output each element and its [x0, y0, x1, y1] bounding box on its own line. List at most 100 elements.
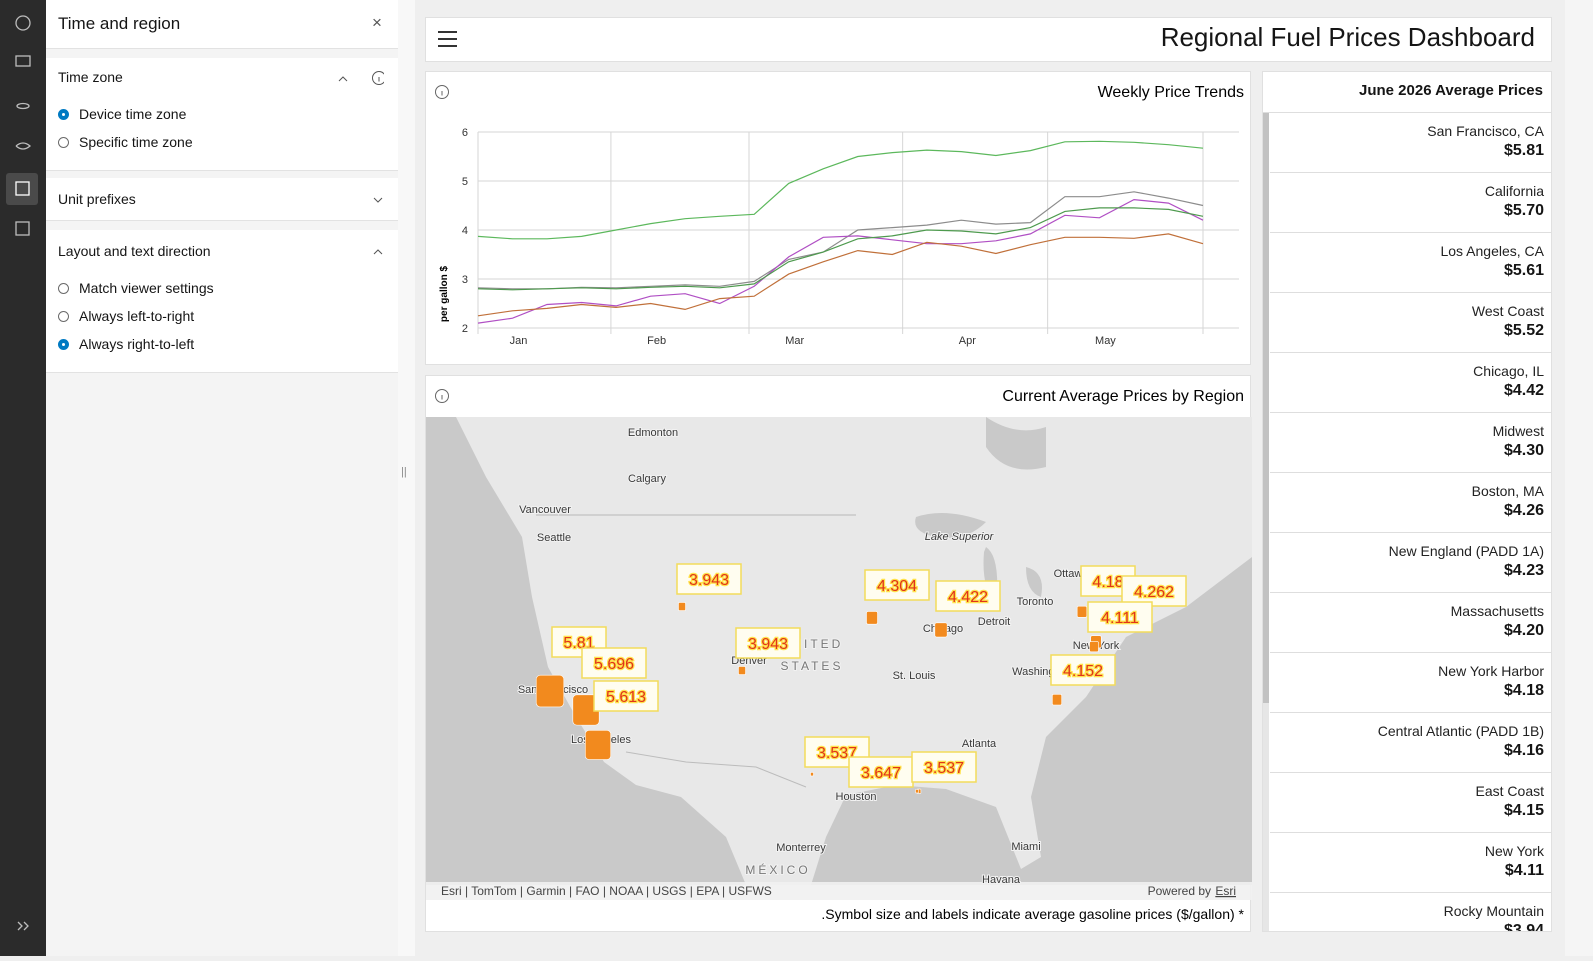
fuel-symbol[interactable] — [1052, 694, 1062, 706]
radio — [58, 338, 69, 350]
x-tick-label: Mar — [785, 335, 804, 347]
section-title[interactable]: Layout and text direction — [58, 243, 211, 259]
radio-option[interactable]: Device time zone — [58, 106, 186, 122]
place-label: STATES — [781, 659, 844, 673]
info-icon[interactable] — [435, 85, 449, 99]
map-note: .Symbol size and labels indicate average… — [821, 906, 1244, 922]
series-line — [477, 207, 1204, 291]
price-label-box — [676, 563, 742, 595]
section-controls — [338, 71, 385, 85]
place-label: Seattle — [537, 532, 571, 544]
radio-option[interactable]: Always right-to-left — [58, 336, 194, 352]
list-item[interactable]: Boston, MA $4.26 — [1270, 473, 1551, 533]
item-price: $3.94 — [1503, 922, 1544, 932]
basemap[interactable] — [426, 417, 1252, 885]
panel-title: Time and region — [58, 14, 181, 33]
info-icon[interactable] — [372, 71, 385, 85]
radio-option[interactable]: Specific time zone — [58, 134, 193, 150]
price-label: 4.422 — [948, 589, 988, 606]
active-tab[interactable] — [6, 173, 38, 205]
list-item[interactable]: New York Harbor $4.18 — [1270, 653, 1551, 713]
powered-by: Powered by — [1148, 884, 1211, 898]
item-price: $5.52 — [1503, 322, 1544, 339]
map-title: Current Average Prices by Region — [1002, 388, 1244, 405]
chevron-up[interactable] — [338, 76, 348, 82]
section-title[interactable]: Time zone — [58, 69, 123, 85]
list-item[interactable]: Massachusetts $4.20 — [1270, 593, 1551, 653]
layout-section: Layout and text direction Match viewer s… — [46, 230, 398, 373]
place-label: Toronto — [1017, 596, 1054, 608]
menu-button[interactable] — [437, 30, 459, 50]
price-list: June 2026 Average Prices San Francisco, … — [1262, 71, 1552, 932]
chart-card: Weekly Price Trends per gallon $ 2 3 4 5 6 Ja… — [425, 71, 1251, 365]
item-price: $4.20 — [1503, 622, 1544, 639]
list-item[interactable]: California $5.70 — [1270, 173, 1551, 233]
list-item[interactable]: Midwest $4.30 — [1270, 413, 1551, 473]
item-price: $4.30 — [1503, 442, 1544, 459]
radio — [58, 282, 69, 294]
y-tick-label: 4 — [462, 225, 468, 237]
section-title[interactable]: Unit prefixes — [58, 191, 136, 207]
fuel-symbol[interactable] — [1076, 605, 1088, 618]
style-icon[interactable] — [15, 142, 31, 150]
list-item[interactable]: New England (PADD 1A) $4.23 — [1270, 533, 1551, 593]
fuel-symbol[interactable] — [915, 789, 919, 794]
expand-icon[interactable] — [17, 921, 29, 931]
fuel-symbol[interactable] — [584, 729, 612, 760]
save-icon[interactable] — [15, 221, 30, 236]
screen-icon[interactable] — [15, 55, 31, 67]
item-name: Massachusetts — [1450, 603, 1544, 619]
fuel-symbol[interactable] — [866, 611, 878, 625]
list-item[interactable]: East Coast $4.15 — [1270, 773, 1551, 833]
price-label: 5.613 — [606, 689, 646, 706]
list-item[interactable]: San Francisco, CA $5.81 — [1270, 113, 1551, 173]
close-button[interactable]: × — [372, 13, 382, 32]
fuel-symbol[interactable] — [678, 602, 686, 611]
place-label: Vancouver — [519, 504, 571, 516]
list-item[interactable]: Central Atlantic (PADD 1B) $4.16 — [1270, 713, 1551, 773]
list-item[interactable]: Rocky Mountain $3.94 — [1270, 893, 1551, 932]
item-price: $4.11 — [1504, 862, 1544, 879]
price-label-box — [1121, 575, 1187, 607]
radio-option[interactable]: Always left-to-right — [58, 308, 194, 324]
item-name: Los Angeles, CA — [1440, 243, 1544, 259]
price-label: 4.111 — [1101, 610, 1139, 627]
fuel-symbol[interactable] — [1089, 641, 1099, 653]
scrollbar[interactable] — [1565, 0, 1593, 956]
place-label: Atlanta — [962, 738, 997, 750]
series-line — [477, 198, 1204, 324]
info-icon[interactable] — [435, 389, 449, 403]
fuel-symbol[interactable] — [934, 622, 948, 638]
splitter[interactable]: || — [398, 0, 415, 956]
data-icon[interactable] — [16, 102, 30, 110]
fuel-symbol[interactable] — [535, 674, 565, 708]
price-label: 3.537 — [817, 745, 857, 762]
item-name: Midwest — [1492, 423, 1544, 439]
price-label: 3.647 — [861, 765, 901, 782]
list-title: June 2026 Average Prices — [1358, 82, 1543, 99]
x-tick-label: Apr — [959, 335, 976, 347]
list-item[interactable]: Los Angeles, CA $5.61 — [1270, 233, 1551, 293]
chevron-up[interactable] — [370, 244, 386, 260]
item-price: $4.18 — [1503, 682, 1544, 699]
place-label: St. Louis — [893, 670, 936, 682]
place-label: Lake Superior — [925, 531, 995, 543]
list-scrollbar[interactable] — [1263, 113, 1269, 931]
list-item[interactable]: West Coast $5.52 — [1270, 293, 1551, 353]
add-icon[interactable] — [15, 15, 31, 31]
price-label-box — [735, 627, 801, 659]
chart-title: Weekly Price Trends — [1098, 84, 1244, 101]
fuel-symbol[interactable] — [738, 666, 746, 675]
x-tick-label: May — [1095, 335, 1116, 347]
series-line — [477, 233, 1204, 317]
price-label: 5.696 — [594, 656, 634, 673]
option-label: Specific time zone — [79, 134, 193, 150]
radio-option[interactable]: Match viewer settings — [58, 280, 214, 296]
list-item[interactable]: New York $4.11 — [1270, 833, 1551, 893]
item-price: $4.42 — [1503, 382, 1544, 399]
chevron-down[interactable] — [370, 192, 386, 208]
esri-link[interactable]: Esri — [1215, 884, 1236, 898]
fuel-symbol[interactable] — [810, 772, 814, 777]
radio — [58, 136, 69, 148]
list-item[interactable]: Chicago, IL $4.42 — [1270, 353, 1551, 413]
